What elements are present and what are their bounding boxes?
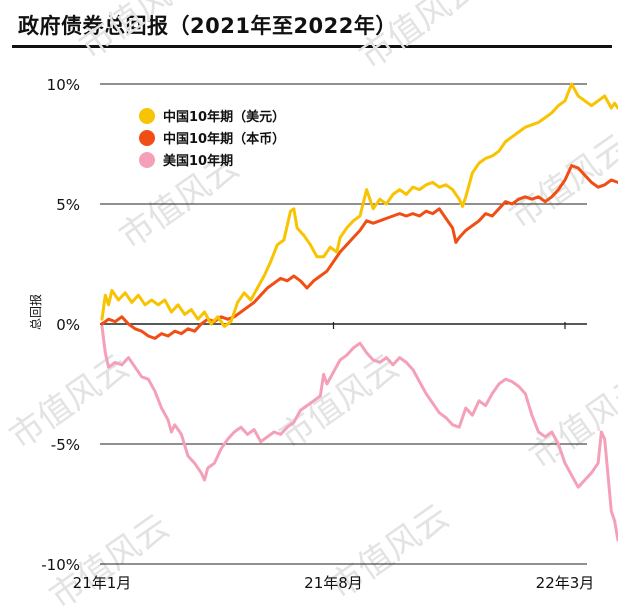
title-rule [12, 45, 612, 48]
legend-marker [139, 108, 155, 124]
legend-marker [139, 152, 155, 168]
y-tick-label: -5% [51, 436, 80, 454]
grid-layer [100, 83, 587, 565]
x-tick-label: 22年3月 [536, 574, 595, 592]
watermark-text: 市值风云 [502, 127, 618, 238]
page-title: 政府债券总回报（2021年至2022年） [18, 14, 397, 38]
series-layer [100, 82, 618, 542]
legend-label: 中国10年期（美元） [163, 109, 285, 125]
watermark-text: 市值风云 [72, 0, 206, 67]
legend-label: 中国10年期（本币） [163, 131, 285, 147]
legend-layer: 中国10年期（美元） 中国10年期（本币） 美国10年期 [139, 108, 285, 169]
x-tick-label: 21年1月 [73, 574, 132, 592]
y-tick-label: 10% [47, 76, 80, 94]
watermark-text: 市值风云 [522, 367, 618, 478]
y-tick-label: 0% [56, 316, 80, 334]
watermark-text: 市值风云 [352, 0, 486, 77]
legend-label: 美国10年期 [163, 153, 233, 169]
series-line [100, 324, 618, 542]
x-tick-label: 21年8月 [304, 574, 363, 592]
y-tick-label: 5% [56, 196, 80, 214]
series-line [100, 82, 618, 328]
y-tick-label: -10% [41, 556, 80, 574]
series-line [100, 164, 618, 340]
axis-layer: 10% 5% 0% -5% -10%21年1月 21年8月 22年3月 [41, 76, 594, 592]
y-axis-label: 总回报 [28, 294, 43, 330]
legend-marker [139, 130, 155, 146]
